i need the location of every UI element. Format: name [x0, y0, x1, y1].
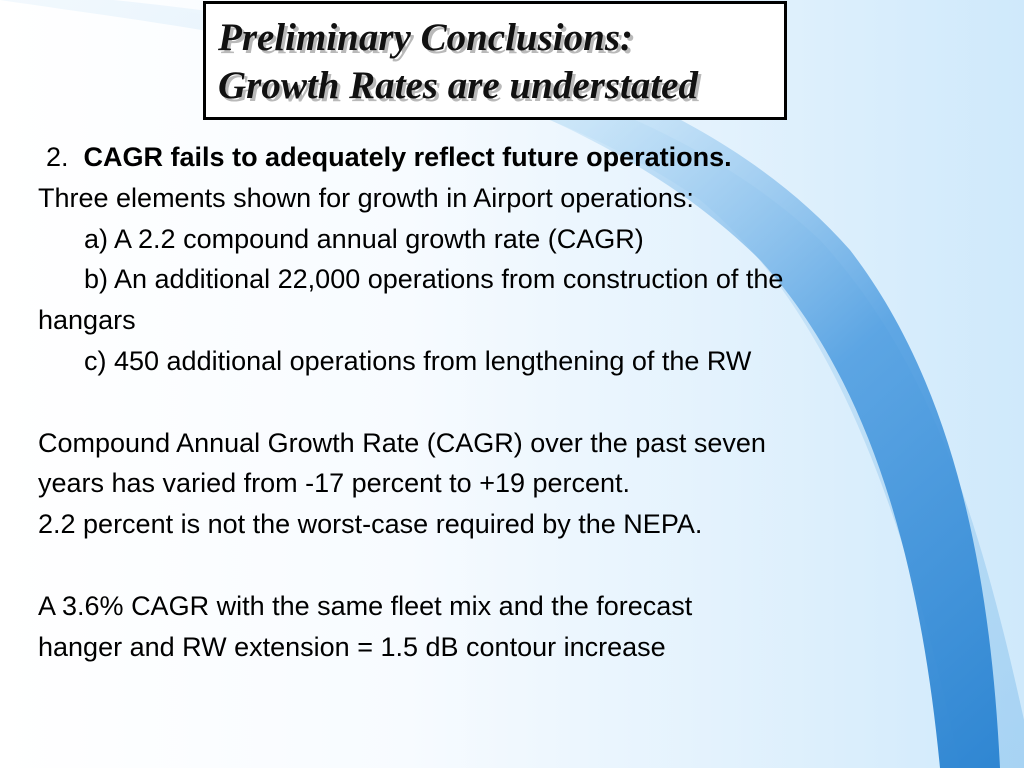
slide-body: 2. CAGR fails to adequately reflect futu… — [38, 137, 988, 667]
para3-line-2: hanger and RW extension = 1.5 dB contour… — [38, 631, 666, 662]
item-b-line-1: b) An additional 22,000 operations from … — [84, 264, 784, 295]
blank-line-1 — [38, 382, 988, 423]
item-a: a) A 2.2 compound annual growth rate (CA… — [84, 223, 644, 254]
intro-line: Three elements shown for growth in Airpo… — [38, 182, 694, 213]
para3-line-1: A 3.6% CAGR with the same fleet mix and … — [38, 590, 693, 621]
swoosh-inner — [120, 0, 1000, 768]
point-heading: CAGR fails to adequately reflect future … — [83, 142, 732, 172]
para2-line-2: years has varied from -17 percent to +19… — [38, 468, 631, 499]
point-number: 2. — [46, 142, 69, 172]
title-line-1-text: Preliminary Conclusions: — [218, 16, 633, 59]
para2-line-3: 2.2 percent is not the worst-case requir… — [38, 509, 703, 540]
title-box: Preliminary Conclusions: Preliminary Con… — [203, 1, 787, 120]
point-heading-line: 2. CAGR fails to adequately reflect futu… — [38, 137, 988, 178]
blank-line-2 — [38, 545, 988, 586]
title-line-1: Preliminary Conclusions: Preliminary Con… — [218, 16, 636, 62]
title-line-2-text: Growth Rates are understated — [218, 64, 698, 107]
title-line-2: Growth Rates are understated Growth Rate… — [218, 64, 701, 110]
item-c: c) 450 additional operations from length… — [84, 345, 752, 376]
item-b-line-2: hangars — [38, 305, 136, 336]
para2-line-1: Compound Annual Growth Rate (CAGR) over … — [38, 427, 766, 458]
